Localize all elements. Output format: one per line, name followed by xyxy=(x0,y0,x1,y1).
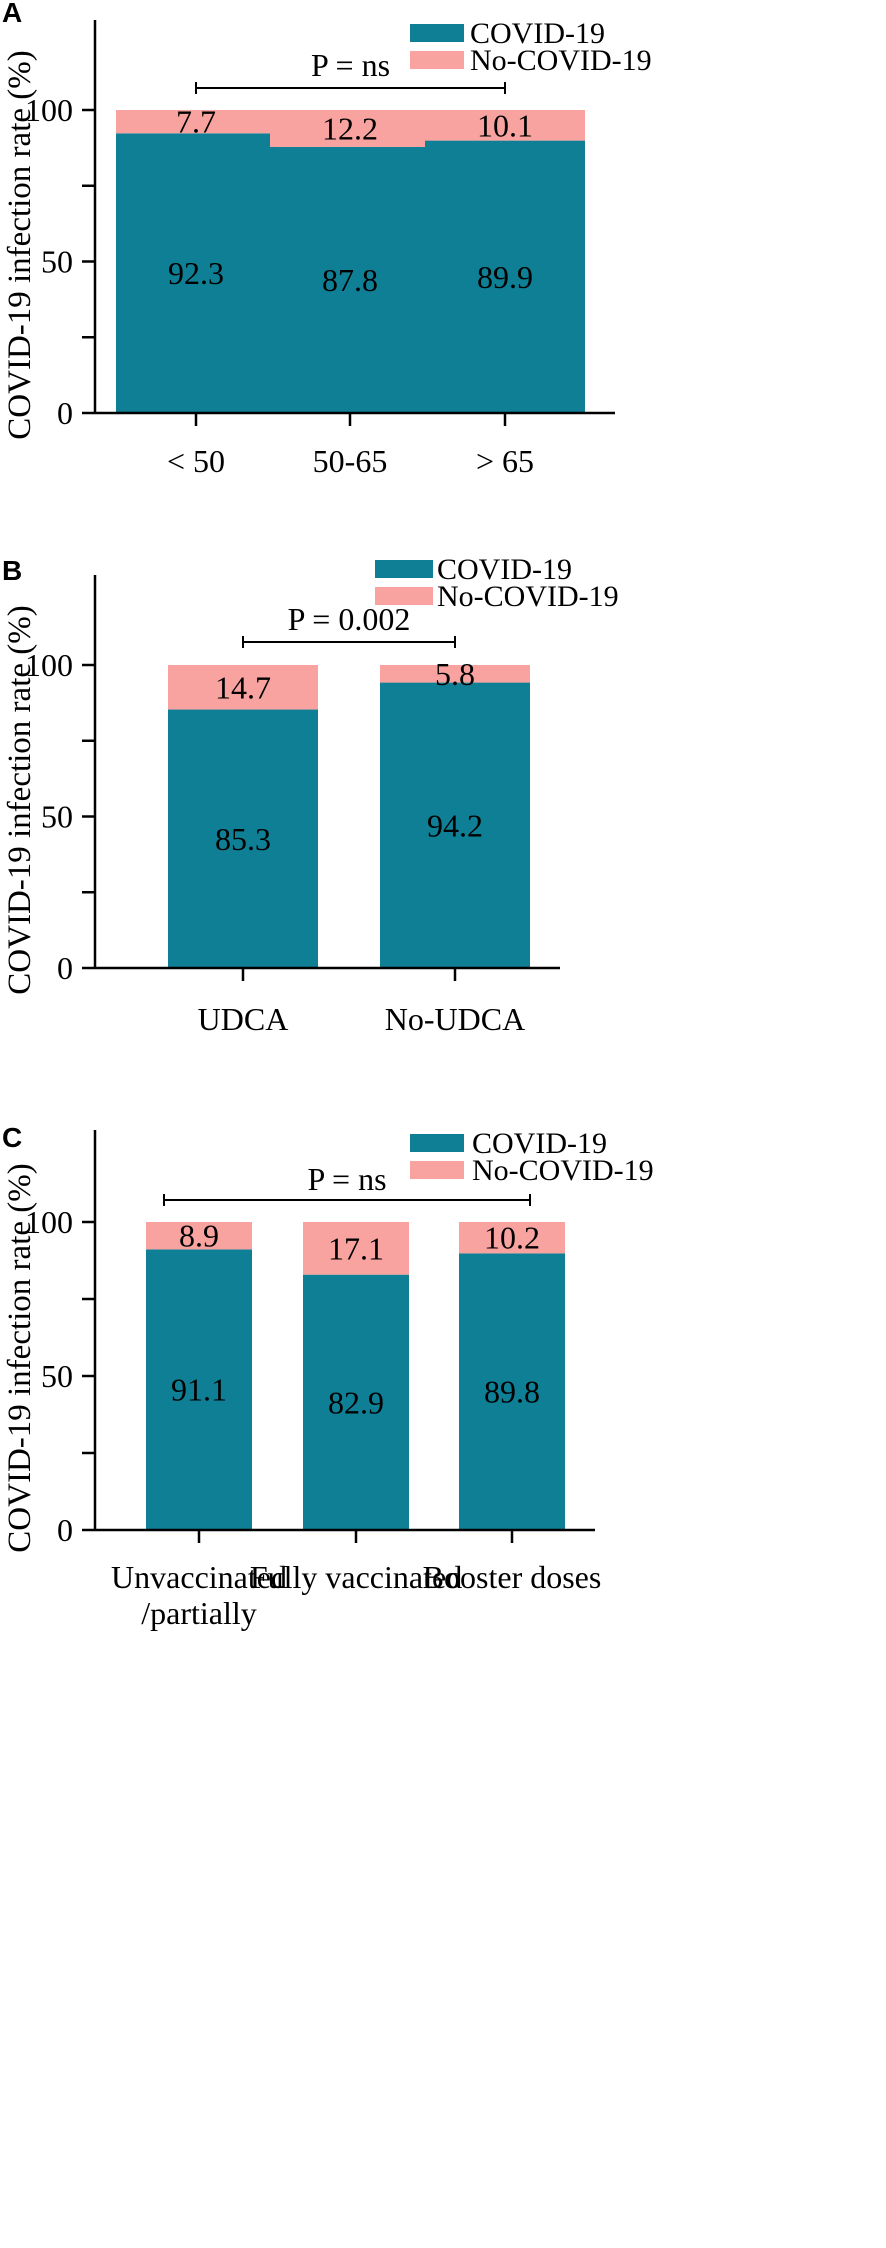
y-tick-label: 100 xyxy=(25,647,73,683)
bar-no-covid xyxy=(168,665,318,710)
bar-no-covid xyxy=(270,110,430,147)
y-tick-label: 100 xyxy=(25,92,73,128)
chart-panel-a: A 92.3 7.7 < 50 87.8 12.2 50-65 89.9 10.1 > 65 0 50… xyxy=(2,0,652,479)
y-axis-label: COVID-19 infection rate (%) xyxy=(2,50,38,439)
data-label-no-covid: 7.7 xyxy=(176,104,216,140)
legend-label-covid: COVID-19 xyxy=(437,553,572,586)
legend-label-covid: COVID-19 xyxy=(470,17,605,50)
bar-no-covid xyxy=(425,110,585,141)
bar-no-covid xyxy=(380,665,530,683)
data-label-covid: 94.2 xyxy=(427,807,483,843)
x-tick-label: Unvaccinated/partially xyxy=(111,1559,287,1631)
chart-panel-b: B85.314.7UDCA94.25.8No-UDCA050100COVID-1… xyxy=(2,553,619,1037)
legend-label-no-covid: No-COVID-19 xyxy=(470,44,652,77)
bar-no-covid xyxy=(146,1222,252,1250)
y-tick-label: 0 xyxy=(57,395,73,431)
bar-no-covid xyxy=(116,110,276,134)
bar-covid xyxy=(116,133,276,413)
bar-covid xyxy=(168,709,318,968)
data-label-no-covid: 17.1 xyxy=(328,1230,384,1266)
y-tick-label: 0 xyxy=(57,1512,73,1548)
y-axis-label: COVID-19 infection rate (%) xyxy=(2,605,38,994)
data-label-no-covid: 10.2 xyxy=(484,1220,540,1256)
legend-label-covid: COVID-19 xyxy=(472,1127,607,1160)
y-axis-label: COVID-19 infection rate (%) xyxy=(2,1163,38,1552)
data-label-no-covid: 12.2 xyxy=(322,110,378,146)
y-tick-label: 100 xyxy=(25,1204,73,1240)
data-label-covid: 87.8 xyxy=(322,262,378,298)
chart-panel-c: C 91.1 8.9 Unvaccinated/partially 82.9 17.1 Fu… xyxy=(2,1122,654,1631)
data-label-covid: 92.3 xyxy=(168,255,224,291)
x-tick-label: No-UDCA xyxy=(385,1001,525,1037)
data-label-no-covid: 10.1 xyxy=(477,107,533,143)
bar-no-covid xyxy=(459,1222,565,1254)
data-label-covid: 89.8 xyxy=(484,1374,540,1410)
data-label-no-covid: 5.8 xyxy=(435,656,475,692)
bar-covid xyxy=(270,146,430,413)
y-tick-label: 50 xyxy=(41,244,73,280)
legend-swatch-covid xyxy=(410,1134,464,1152)
significance-label: P = ns xyxy=(307,1161,386,1197)
x-tick-label: < 50 xyxy=(167,443,225,479)
legend-label-no-covid: No-COVID-19 xyxy=(437,580,619,613)
x-tick-label: Fully vaccinated xyxy=(250,1559,462,1595)
x-tick-label: 50-65 xyxy=(313,443,388,479)
data-label-no-covid: 14.7 xyxy=(215,669,271,705)
y-tick-label: 50 xyxy=(41,1358,73,1394)
significance-label: P = ns xyxy=(311,47,390,83)
legend-label-no-covid: No-COVID-19 xyxy=(472,1154,654,1187)
significance-label: P = 0.002 xyxy=(288,601,411,637)
bar-covid xyxy=(146,1249,252,1530)
data-label-covid: 89.9 xyxy=(477,259,533,295)
legend-swatch-covid xyxy=(375,560,433,578)
legend-swatch-no-covid xyxy=(375,587,433,605)
panel-letter: A xyxy=(2,0,22,28)
x-tick-label: UDCA xyxy=(198,1001,289,1037)
bar-covid xyxy=(303,1274,409,1530)
y-tick-label: 50 xyxy=(41,799,73,835)
legend-swatch-covid xyxy=(410,24,464,42)
legend-swatch-no-covid xyxy=(410,1161,464,1179)
bar-covid xyxy=(380,682,530,968)
bar-no-covid xyxy=(303,1222,409,1275)
panel-letter: C xyxy=(2,1122,22,1153)
data-label-covid: 82.9 xyxy=(328,1384,384,1420)
bar-covid xyxy=(459,1253,565,1530)
panel-letter: B xyxy=(2,555,22,586)
data-label-no-covid: 8.9 xyxy=(179,1218,219,1254)
legend-swatch-no-covid xyxy=(410,51,464,69)
bar-covid xyxy=(425,140,585,413)
y-tick-label: 0 xyxy=(57,950,73,986)
x-tick-label: > 65 xyxy=(476,443,534,479)
data-label-covid: 85.3 xyxy=(215,821,271,857)
x-tick-label: Booster doses xyxy=(423,1559,602,1595)
data-label-covid: 91.1 xyxy=(171,1372,227,1408)
